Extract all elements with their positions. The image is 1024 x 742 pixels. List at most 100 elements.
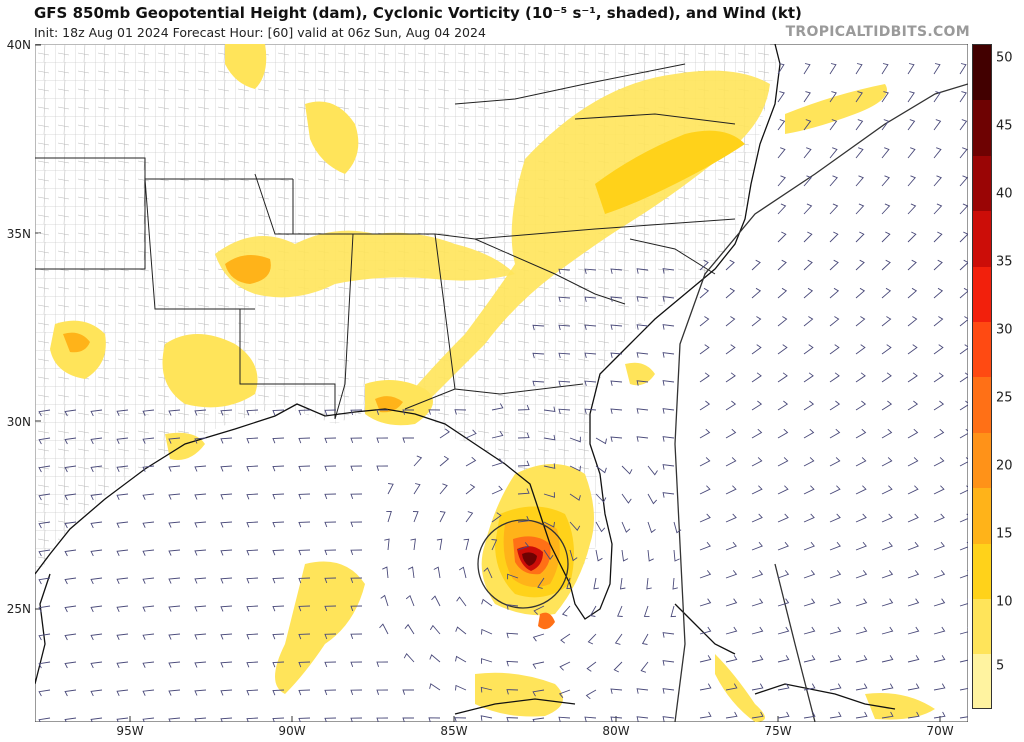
wind-barb: [933, 344, 944, 355]
wind-barb: [933, 711, 946, 719]
colorbar-segment: [973, 211, 991, 267]
wind-barb: [90, 493, 103, 501]
wind-barb: [907, 683, 920, 691]
wind-barb: [829, 400, 841, 411]
colorbar-tick-label: 40: [996, 186, 1013, 202]
wind-barb: [662, 436, 675, 442]
wind-barb: [646, 577, 652, 590]
wind-barb: [881, 259, 891, 271]
wind-barb: [506, 632, 519, 639]
wind-barb: [636, 352, 649, 358]
colorbar-segment: [973, 599, 991, 655]
wind-barb: [246, 465, 259, 472]
wind-barb: [751, 344, 762, 355]
wind-barb: [777, 175, 786, 187]
wind-barb: [959, 626, 968, 635]
wind-barb: [90, 409, 103, 417]
wind-barb: [959, 119, 968, 131]
wind-barb: [933, 119, 942, 131]
wind-barb: [881, 231, 891, 243]
wind-barb: [959, 175, 968, 187]
wind-barb: [38, 493, 51, 501]
wind-barb: [699, 570, 712, 579]
wind-barb: [803, 655, 816, 663]
wind-barb: [142, 661, 155, 668]
wind-barb: [803, 598, 816, 607]
wind-barb: [298, 577, 311, 584]
wind-barb: [725, 570, 738, 579]
wind-barb: [116, 549, 129, 556]
wind-barb: [220, 493, 233, 500]
wind-barb: [777, 626, 790, 635]
map-title: GFS 850mb Geopotential Height (dam), Cyc…: [34, 4, 802, 22]
wind-barb: [699, 259, 709, 271]
wind-barb: [933, 316, 944, 327]
wind-barb: [647, 465, 658, 476]
wind-barb: [662, 268, 675, 274]
wind-barb: [584, 352, 597, 359]
wind-barb: [491, 403, 504, 411]
wind-barb: [64, 661, 77, 669]
wind-barb: [246, 661, 259, 668]
wind-barb: [168, 689, 181, 696]
wind-barb: [829, 485, 841, 495]
wind-barb: [403, 653, 415, 663]
wind-barb: [376, 717, 389, 722]
wind-barb: [584, 408, 597, 415]
colorbar-tick-label: 10: [996, 594, 1013, 610]
wind-barb: [558, 352, 571, 359]
colorbar-tick-label: 15: [996, 526, 1013, 542]
wind-barb: [829, 655, 842, 663]
wind-barb: [584, 380, 597, 387]
colorbar-tick-label: 5: [996, 658, 1005, 674]
wind-barb: [491, 458, 504, 467]
wind-barb: [298, 409, 311, 416]
wind-barb: [584, 716, 597, 722]
wind-barb: [433, 566, 441, 579]
wind-barb: [933, 400, 945, 411]
wind-barb: [90, 661, 103, 669]
wind-barb: [483, 567, 493, 579]
wind-barb: [881, 287, 892, 299]
wind-barb: [959, 316, 968, 327]
wind-barb: [725, 626, 738, 635]
wind-barb: [586, 661, 597, 672]
wind-barb: [803, 400, 815, 411]
wind-barb: [428, 409, 441, 415]
wind-barb: [64, 717, 77, 722]
wind-barb: [636, 324, 649, 330]
wind-barb: [220, 633, 233, 640]
wind-barb: [585, 689, 597, 700]
wind-barb: [480, 715, 493, 721]
wind-barb: [933, 203, 943, 215]
wind-barb: [429, 683, 441, 691]
wind-barb: [194, 437, 207, 444]
wind-barb: [324, 605, 337, 612]
wind-barb: [933, 147, 942, 159]
wind-barb: [959, 485, 968, 495]
wind-barb: [907, 175, 916, 187]
lon-label-85w: 85W: [440, 724, 468, 738]
wind-barb: [168, 465, 181, 472]
wind-barb: [777, 400, 789, 411]
wind-barb: [298, 605, 311, 612]
wind-barb: [386, 511, 392, 523]
wind-barb: [881, 372, 892, 383]
wind-barb: [959, 513, 968, 523]
wind-barb: [725, 457, 737, 467]
wind-barb: [116, 465, 129, 472]
wind-barb: [662, 352, 675, 358]
wind-barb: [456, 596, 467, 607]
wind-barb: [324, 521, 337, 528]
wind-barb: [324, 493, 337, 500]
wind-barb: [194, 717, 207, 722]
wind-barb: [298, 521, 311, 528]
wind-barb: [272, 549, 285, 556]
wind-barb: [429, 624, 441, 635]
wind-barb: [90, 437, 103, 445]
wind-barb: [324, 437, 337, 444]
wind-barb: [959, 63, 967, 75]
state-borders: [35, 63, 736, 420]
wind-barb: [168, 493, 181, 500]
wind-barb: [38, 633, 51, 641]
